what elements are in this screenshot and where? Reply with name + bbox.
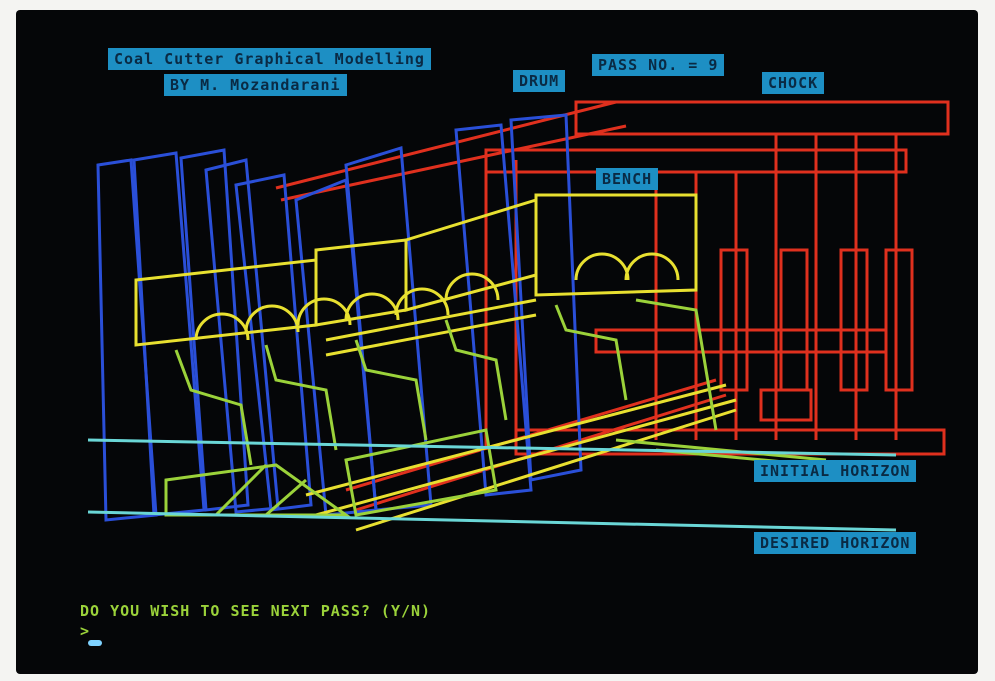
conveyor-wireframe xyxy=(164,298,827,517)
input-prompt-marker[interactable]: > xyxy=(80,622,91,640)
next-pass-prompt: DO YOU WISH TO SEE NEXT PASS? (Y/N) xyxy=(80,602,432,620)
crt-screen: Coal Cutter Graphical Modelling BY M. Mo… xyxy=(16,10,978,674)
horizon-lines xyxy=(87,438,897,532)
drum-wireframe xyxy=(134,193,737,532)
wireframe-scene xyxy=(87,100,950,532)
bench-label: BENCH xyxy=(596,168,659,190)
title-label-line1: Coal Cutter Graphical Modelling xyxy=(108,48,431,70)
pass-number-label: PASS NO. = 9 xyxy=(592,54,725,76)
desired-horizon-label: DESIRED HORIZON xyxy=(754,532,917,554)
drum-label: DRUM xyxy=(513,70,566,92)
chock-label: CHOCK xyxy=(762,72,825,94)
initial-horizon-label: INITIAL HORIZON xyxy=(754,460,917,482)
text-cursor xyxy=(88,640,102,646)
title-label-line2: BY M. Mozandarani xyxy=(164,74,347,96)
panel-wireframe xyxy=(96,113,583,522)
